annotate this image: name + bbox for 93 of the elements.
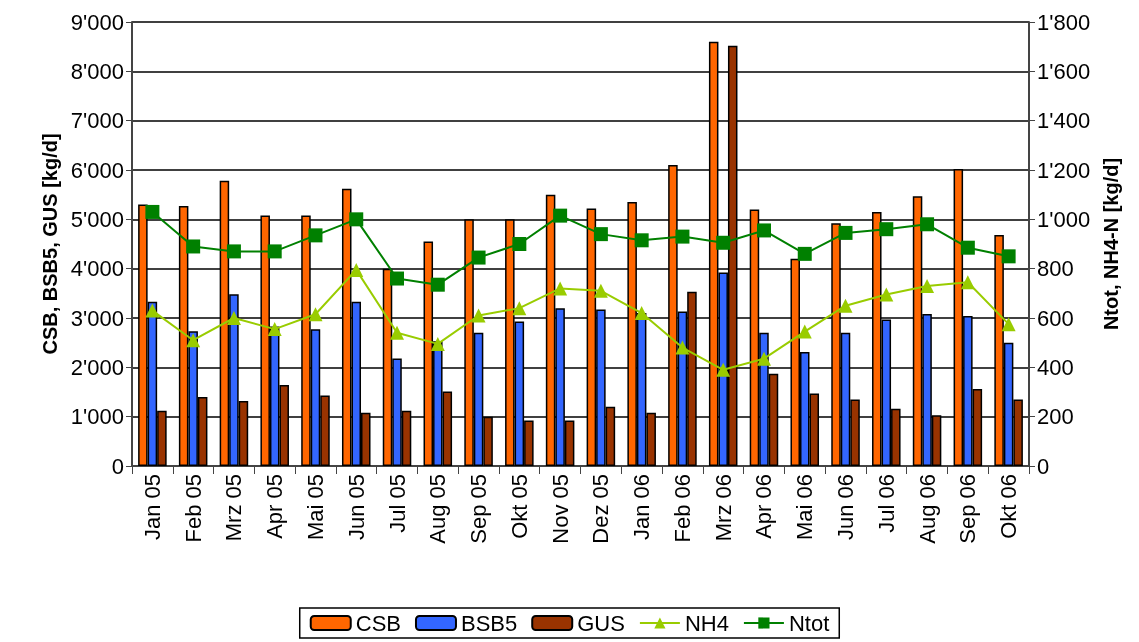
x-tick-label: Jan 05 [139, 474, 165, 541]
point [430, 277, 445, 292]
legend-label: GUS [577, 610, 625, 636]
legend-label: NH4 [684, 610, 729, 636]
x-tick-label: Mai 06 [792, 474, 818, 541]
y-axis-title: CSB, BSB5, GUS [kg/d] [38, 133, 61, 355]
y-tick-label: 3'000 [70, 305, 124, 331]
point [593, 283, 608, 298]
point [797, 246, 812, 261]
point [1001, 317, 1016, 332]
y2-tick-label: 1'400 [1037, 108, 1091, 134]
point [390, 325, 405, 340]
y-tick-label: 6'000 [70, 157, 124, 183]
point [716, 235, 731, 250]
x-tick-label: Mrz 05 [221, 474, 247, 542]
point [471, 250, 486, 265]
point [512, 301, 527, 316]
x-tick-label: Apr 05 [262, 474, 288, 539]
point [308, 228, 323, 243]
point [675, 340, 690, 355]
x-tick-label: Mrz 06 [710, 474, 736, 542]
y2-tick-label: 1'000 [1037, 206, 1091, 232]
x-tick-label: Jul 06 [873, 474, 899, 533]
y2-tick-label: 1'800 [1037, 9, 1091, 35]
point [267, 322, 282, 337]
legend-label: CSB [355, 610, 401, 636]
point [756, 223, 771, 238]
point [226, 244, 241, 259]
x-tick-label: Sep 06 [955, 474, 981, 544]
point [145, 204, 160, 219]
x-tick-label: Feb 06 [669, 474, 695, 543]
point [349, 262, 364, 277]
point [186, 239, 201, 254]
y2-axis-title: Ntot, NH4-N [kg/d] [1100, 157, 1123, 331]
x-tick-label: Apr 06 [751, 474, 777, 539]
point [797, 324, 812, 339]
point [756, 351, 771, 366]
point [960, 275, 975, 290]
legend-label: Ntot [788, 610, 830, 636]
point [634, 233, 649, 248]
point [349, 212, 364, 227]
point [838, 298, 853, 313]
point [838, 225, 853, 240]
point [675, 229, 690, 244]
y-tick-label: 4'000 [70, 256, 124, 282]
point [593, 227, 608, 242]
y-tick-label: 1'000 [70, 404, 124, 430]
point [960, 240, 975, 255]
point [267, 244, 282, 259]
point [879, 287, 894, 302]
point [553, 208, 568, 223]
y-tick-label: 2'000 [70, 354, 124, 380]
point [716, 362, 731, 377]
y-tick-label: 5'000 [70, 206, 124, 232]
point [145, 303, 160, 318]
y-tick-label: 9'000 [70, 9, 124, 35]
x-tick-label: Jan 06 [629, 474, 655, 541]
x-tick-label: Dez 05 [588, 474, 614, 544]
point [226, 311, 241, 325]
x-tick-label: Jul 05 [384, 474, 410, 533]
point [308, 307, 323, 322]
point [186, 333, 201, 348]
point [1001, 249, 1016, 264]
y-tick-label: 7'000 [70, 108, 124, 134]
point [471, 308, 486, 323]
y2-tick-label: 0 [1037, 453, 1050, 479]
y2-tick-label: 800 [1037, 256, 1074, 282]
point [634, 306, 649, 321]
x-tick-label: Sep 05 [466, 474, 492, 544]
x-tick-label: Feb 05 [180, 474, 206, 543]
point [430, 336, 445, 351]
point [553, 281, 568, 296]
point [920, 217, 935, 232]
y2-tick-label: 1'200 [1037, 157, 1091, 183]
y-tick-label: 8'000 [70, 58, 124, 84]
point [920, 278, 935, 293]
x-tick-label: Jun 05 [343, 474, 369, 541]
y2-tick-label: 600 [1037, 305, 1074, 331]
x-tick-label: Aug 06 [914, 474, 940, 544]
point [879, 222, 894, 237]
x-tick-label: Okt 05 [506, 474, 532, 539]
x-tick-label: Aug 05 [425, 474, 451, 544]
point [512, 237, 527, 251]
x-tick-label: Nov 05 [547, 474, 573, 544]
y2-tick-label: 1'600 [1037, 58, 1091, 84]
point [390, 271, 405, 286]
x-tick-label: Okt 06 [996, 474, 1022, 539]
y-tick-label: 0 [111, 453, 124, 479]
x-tick-label: Mai 05 [302, 474, 328, 541]
y2-tick-label: 400 [1037, 354, 1074, 380]
x-tick-label: Jun 06 [833, 474, 859, 541]
y2-tick-label: 200 [1037, 404, 1074, 430]
legend-label: BSB5 [460, 610, 518, 636]
